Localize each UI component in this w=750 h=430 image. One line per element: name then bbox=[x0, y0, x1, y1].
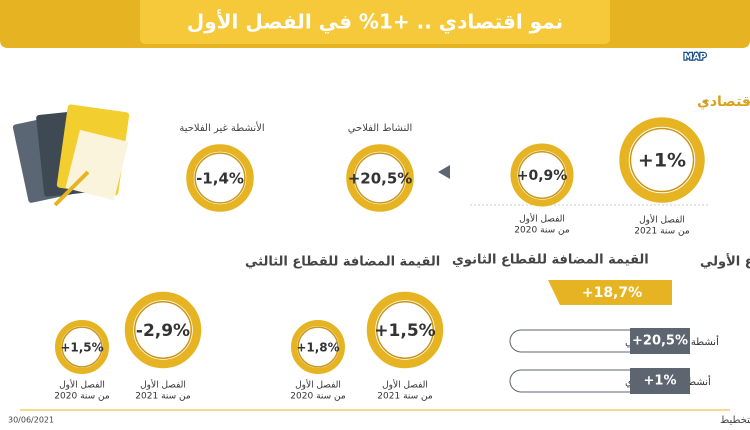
ring-title: النشاط الفلاحي bbox=[348, 123, 413, 134]
row-box bbox=[630, 368, 690, 394]
ring-inner bbox=[629, 127, 695, 193]
ring-label: الفصل الأول bbox=[639, 214, 685, 226]
ring-label: من سنة 2021 bbox=[135, 392, 191, 402]
row-pill bbox=[509, 329, 641, 353]
ring-value: +1,5% bbox=[374, 321, 435, 341]
ring-label: الفصل الأول bbox=[519, 213, 565, 225]
ring-value: +20,5% bbox=[348, 170, 413, 188]
ring-label: من سنة 2020 bbox=[290, 392, 346, 402]
arrow bbox=[438, 165, 450, 179]
ring-value: +1,8% bbox=[296, 341, 339, 355]
ring-label: من سنة 2021 bbox=[377, 392, 433, 402]
date: 30/06/2021 bbox=[8, 416, 54, 425]
ring bbox=[124, 291, 202, 369]
ring-value: -1,4% bbox=[196, 170, 244, 188]
row-pill bbox=[509, 369, 641, 393]
ring-label: من سنة 2020 bbox=[54, 392, 110, 402]
ring-label: الفصل الأول bbox=[382, 379, 428, 391]
ring-label: من سنة 2021 bbox=[634, 227, 690, 237]
ring bbox=[619, 117, 705, 203]
ring-label: من سنة 2020 bbox=[514, 226, 570, 236]
ring-inner bbox=[376, 301, 434, 359]
ring bbox=[346, 144, 414, 212]
ring-inner bbox=[61, 326, 103, 368]
ring-title: الأنشطة غير الفلاحية bbox=[179, 121, 264, 134]
source: المصدر: المندوبية السامية للتخطيط bbox=[720, 415, 750, 426]
row-value: +1% bbox=[644, 374, 677, 389]
ring bbox=[291, 320, 345, 374]
ring bbox=[55, 320, 109, 374]
row-value: +20,5% bbox=[632, 334, 688, 349]
ring bbox=[366, 291, 444, 369]
ring bbox=[510, 143, 574, 207]
ring-value: +0,9% bbox=[517, 168, 568, 184]
section-title: النمو الاقتصادي bbox=[697, 94, 750, 111]
ring-inner bbox=[518, 151, 566, 199]
ring-label: الفصل الأول bbox=[140, 379, 186, 391]
primary-value: +18,7% bbox=[582, 285, 642, 301]
bullet bbox=[702, 99, 707, 105]
section-title: القيمة المضافة للقطاع الأولي bbox=[700, 253, 750, 270]
ring-value: +1,5% bbox=[60, 341, 103, 355]
header-title: نمو اقتصادي .. +1% في الفصل الأول bbox=[187, 9, 563, 35]
ring-label: الفصل الأول bbox=[295, 379, 341, 391]
ring-value: +1% bbox=[638, 150, 686, 172]
ring-label: الفصل الأول bbox=[59, 379, 105, 391]
ring-value: -2,9% bbox=[136, 321, 190, 341]
header-title-box bbox=[140, 0, 610, 44]
ring-inner bbox=[297, 326, 339, 368]
logo: MAP bbox=[684, 53, 707, 63]
ring bbox=[186, 144, 254, 212]
ring-inner bbox=[134, 301, 192, 359]
section-title: القيمة المضافة للقطاع الثالثي bbox=[245, 255, 440, 270]
row-box bbox=[630, 328, 690, 354]
folders-illustration bbox=[12, 104, 130, 207]
section-title: القيمة المضافة للقطاع الثانوي bbox=[452, 253, 649, 268]
ring-inner bbox=[354, 152, 406, 204]
primary-box bbox=[548, 280, 672, 305]
ring-inner bbox=[194, 152, 246, 204]
